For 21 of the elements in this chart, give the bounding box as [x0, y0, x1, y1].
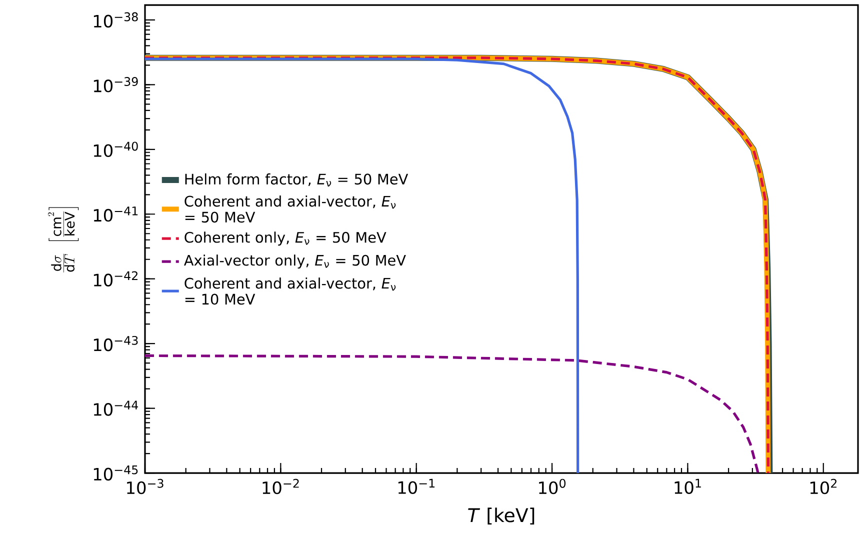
legend-label: Coherent only, E$_{ν}$ = 50 MeV	[184, 232, 386, 246]
text: Coherent and axial-vector, E$_{ν}$ = 50 MeV	[184, 196, 396, 223]
y-tick-label: 10$^{−42}$	[94, 271, 138, 286]
y-tick-label: 10$^{−43}$	[94, 336, 138, 352]
x-axis-title: T [keV]	[468, 508, 534, 525]
y-tick-label: 10$^{−41}$	[94, 206, 138, 222]
legend-label: Axial-vector only, E$_{ν}$ = 50 MeV	[184, 254, 406, 269]
x-tick-label: 10$^{0}$	[539, 478, 566, 494]
x-tick-label: 10$^{1}$	[674, 478, 701, 494]
y-tick-label: 10$^{−38}$	[94, 12, 138, 28]
y-tick-label: 10$^{−45}$	[94, 465, 138, 481]
x-tick-label: 10$^{−1}$	[398, 478, 435, 494]
text: Coherent and axial-vector, E$_{ν}$ = 10 MeV	[184, 278, 396, 305]
x-tick-label: 10$^{−3}$	[127, 478, 164, 494]
legend-label: Helm form factor, E$_{ν}$ = 50 MeV	[185, 173, 408, 187]
y-tick-label: 10$^{−44}$	[94, 400, 138, 416]
x-tick-label: 10$^{−2}$	[262, 478, 299, 494]
x-tick-label: 10$^{2}$	[810, 478, 836, 494]
y-axis-title: $\frac{\mathrm{d}\sigma}{\mathrm{d}T}\ \left[\frac{\mathrm{cm}^2}{\mathrm{keV}}\right]$	[48, 207, 79, 272]
y-tick-label: 10$^{−39}$	[94, 77, 138, 92]
y-tick-label: 10$^{−40}$	[94, 142, 138, 158]
